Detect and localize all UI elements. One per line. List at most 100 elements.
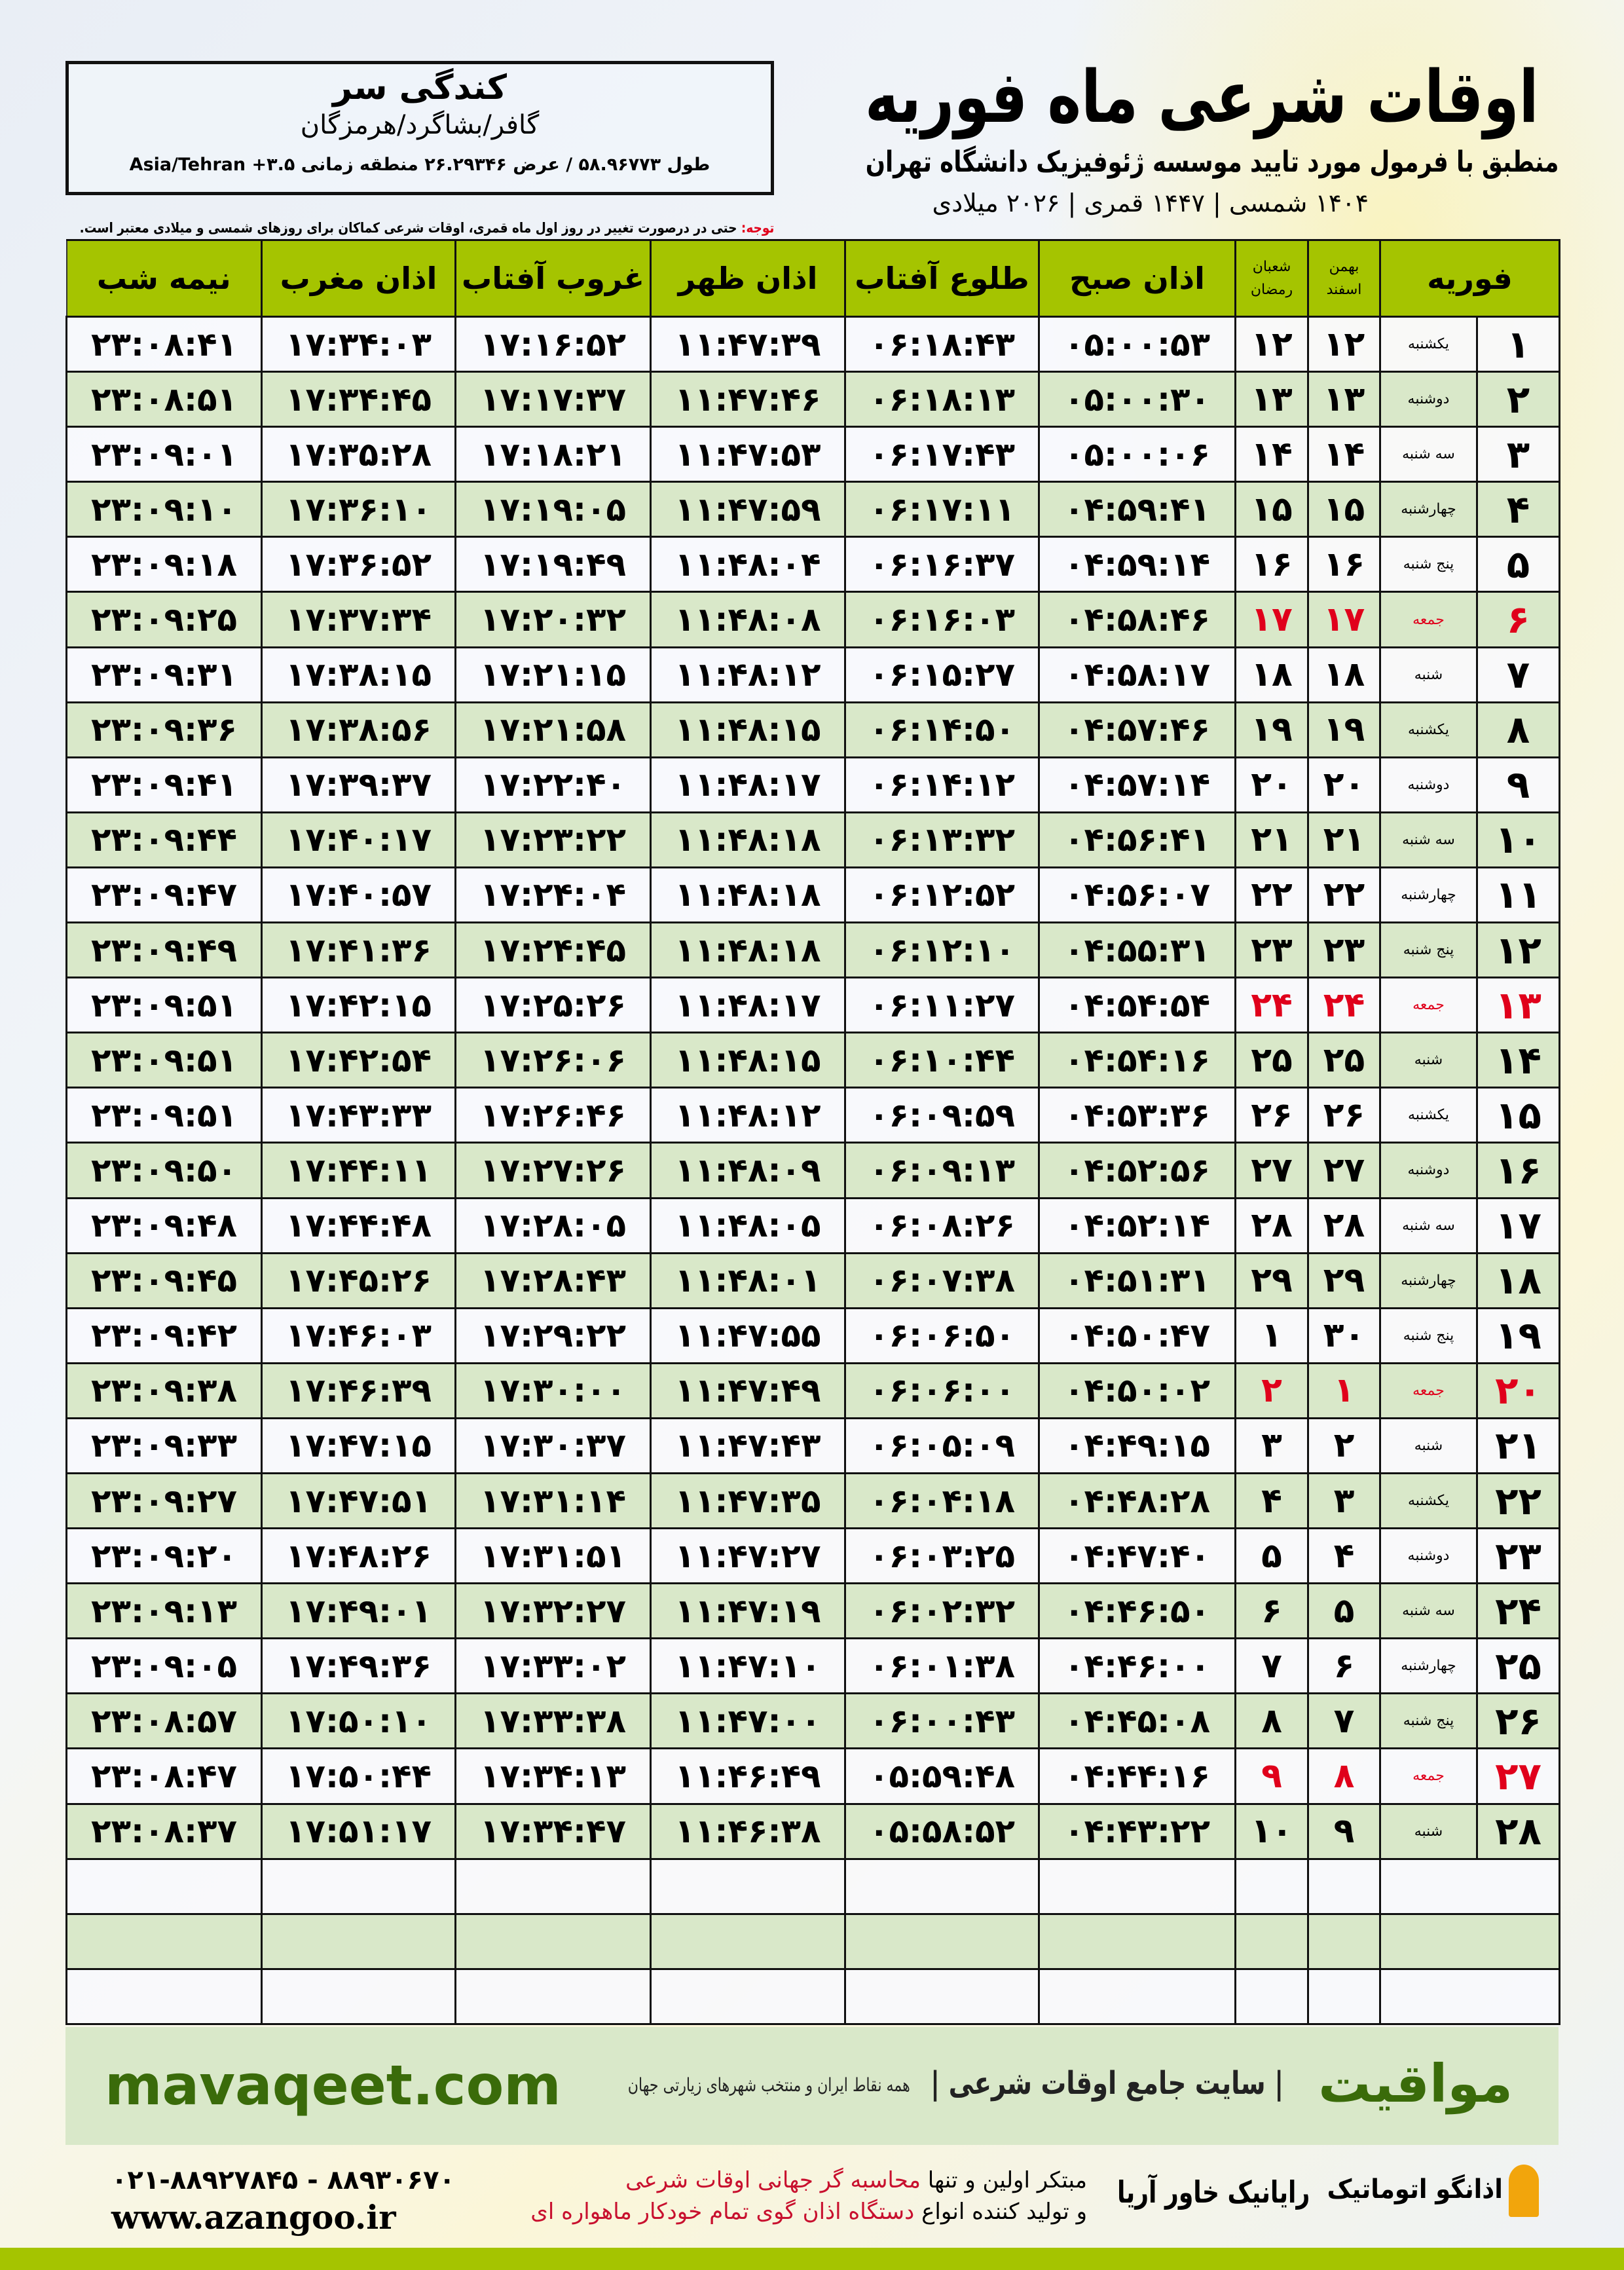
midnight-time: ۲۳:۰۹:۲۷ xyxy=(65,1472,263,1530)
table-row: ۱۶ دوشنبه ۲۷ ۲۷ ۰۴:۵۲:۵۶ ۰۶:۰۹:۱۳ ۱۱:۴۸:۰۹ ۱۷:۲… xyxy=(65,1142,1560,1199)
day-number: ۲۵ xyxy=(1476,1637,1560,1695)
dhuhr-time: ۱۱:۴۷:۰۰ xyxy=(650,1692,846,1750)
fajr-time: ۰۴:۵۵:۳۱ xyxy=(1038,921,1236,979)
sunrise-time: ۰۶:۰۱:۳۸ xyxy=(844,1637,1040,1695)
desc-line2: و تولید کننده انواع xyxy=(914,2199,1087,2225)
midnight-time: ۲۳:۰۸:۵۷ xyxy=(65,1692,263,1750)
dhuhr-time: ۱۱:۴۸:۰۹ xyxy=(650,1142,846,1199)
midnight-time: ۲۳:۰۹:۱۳ xyxy=(65,1582,263,1640)
empty-cell xyxy=(261,1967,456,2025)
sunset-time: ۱۷:۳۱:۱۴ xyxy=(454,1472,652,1530)
weekday: جمعه xyxy=(1379,977,1478,1034)
footer-banner: مواقیت | سایت جامع اوقات شرعی | همه نقاط… xyxy=(65,2027,1559,2145)
midnight-time: ۲۳:۰۸:۳۷ xyxy=(65,1802,263,1860)
fajr-time: ۰۴:۵۸:۴۶ xyxy=(1038,591,1236,648)
shamsi-day: ۲۱ xyxy=(1307,811,1381,868)
day-number: ۲۳ xyxy=(1476,1527,1560,1585)
lunar-day: ۲۹ xyxy=(1234,1252,1309,1309)
shamsi-day: ۲۲ xyxy=(1307,866,1381,924)
shamsi-day: ۸ xyxy=(1307,1747,1381,1805)
table-row: ۳ سه شنبه ۱۴ ۱۴ ۰۵:۰۰:۰۶ ۰۶:۱۷:۴۳ ۱۱:۴۷:۵۳ ۱۷:۱… xyxy=(65,426,1560,483)
coords-line: طول ۵۸.۹۶۷۷۳ / عرض ۲۶.۲۹۳۴۶ منطقه زمانی … xyxy=(73,155,767,178)
empty-cell xyxy=(650,1857,846,1915)
day-number: ۴ xyxy=(1476,481,1560,538)
midnight-time: ۲۳:۰۹:۲۰ xyxy=(65,1527,263,1585)
day-number: ۱۲ xyxy=(1476,921,1560,979)
sunrise-time: ۰۶:۰۴:۱۸ xyxy=(844,1472,1040,1530)
sunrise-time: ۰۶:۰۳:۲۵ xyxy=(844,1527,1040,1585)
day-number: ۲۷ xyxy=(1476,1747,1560,1805)
day-number: ۶ xyxy=(1476,591,1560,648)
shamsi-day: ۳ xyxy=(1307,1472,1381,1530)
midnight-time: ۲۳:۰۹:۳۳ xyxy=(65,1417,263,1474)
lunar-day: ۱۲ xyxy=(1234,315,1309,373)
maghrib-time: ۱۷:۴۴:۱۱ xyxy=(261,1142,456,1199)
fajr-time: ۰۴:۴۳:۲۲ xyxy=(1038,1802,1236,1860)
midnight-time: ۲۳:۰۹:۳۱ xyxy=(65,646,263,703)
fajr-time: ۰۴:۵۲:۱۴ xyxy=(1038,1197,1236,1254)
day-number: ۸ xyxy=(1476,701,1560,758)
fajr-time: ۰۴:۴۵:۰۸ xyxy=(1038,1692,1236,1750)
rayanik-logo: رایانیک خاور آریا xyxy=(1116,2174,1310,2210)
shamsi-day: ۱۹ xyxy=(1307,701,1381,758)
table-row: ۲۵ چهارشنبه ۶ ۷ ۰۴:۴۶:۰۰ ۰۶:۰۱:۳۸ ۱۱:۴۷:۱۰ ۱۷:۳… xyxy=(65,1637,1560,1695)
fajr-time: ۰۴:۵۰:۴۷ xyxy=(1038,1307,1236,1364)
sunrise-time: ۰۵:۵۸:۵۲ xyxy=(844,1802,1040,1860)
lunar-day: ۴ xyxy=(1234,1472,1309,1530)
midnight-time: ۲۳:۰۸:۴۱ xyxy=(65,315,263,373)
shamsi-day: ۲۵ xyxy=(1307,1032,1381,1089)
day-number: ۱۵ xyxy=(1476,1087,1560,1144)
dhuhr-time: ۱۱:۴۸:۱۸ xyxy=(650,866,846,924)
table-row: ۱ یکشنبه ۱۲ ۱۲ ۰۵:۰۰:۵۳ ۰۶:۱۸:۴۳ ۱۱:۴۷:۳۹ ۱۷:۱۶… xyxy=(65,315,1560,373)
lunar-day: ۸ xyxy=(1234,1692,1309,1750)
dhuhr-time: ۱۱:۴۷:۴۶ xyxy=(650,371,846,428)
lunar-day: ۲۰ xyxy=(1234,756,1309,813)
sunset-time: ۱۷:۱۹:۴۹ xyxy=(454,536,652,593)
shamsi-day: ۶ xyxy=(1307,1637,1381,1695)
lunar-day: ۱۳ xyxy=(1234,371,1309,428)
header-shaban: شعبان xyxy=(1252,258,1291,275)
midnight-time: ۲۳:۰۹:۴۲ xyxy=(65,1307,263,1364)
weekday: یکشنبه xyxy=(1379,315,1478,373)
empty-cell xyxy=(261,1857,456,1915)
footer-slogan-box: | سایت جامع اوقات شرعی | xyxy=(923,2065,1283,2102)
maghrib-time: ۱۷:۵۰:۱۰ xyxy=(261,1692,456,1750)
midnight-time: ۲۳:۰۹:۵۱ xyxy=(65,977,263,1034)
mavaqeet-link[interactable]: mavaqeet.com xyxy=(105,2053,561,2117)
empty-cell xyxy=(1234,1857,1309,1915)
lunar-day: ۲۳ xyxy=(1234,921,1309,979)
maghrib-time: ۱۷:۵۱:۱۷ xyxy=(261,1802,456,1860)
empty-cell xyxy=(1379,1967,1560,2025)
mosque-dome-icon xyxy=(1508,2165,1539,2217)
azangoo-link[interactable]: www.azangoo.ir xyxy=(111,2198,396,2237)
table-row: ۱۲ پنج شنبه ۲۳ ۲۳ ۰۴:۵۵:۳۱ ۰۶:۱۲:۱۰ ۱۱:۴۸:۱۸ ۱۷… xyxy=(65,921,1560,979)
weekday: سه شنبه xyxy=(1379,811,1478,868)
fajr-time: ۰۴:۵۹:۱۴ xyxy=(1038,536,1236,593)
table-row: ۲۲ یکشنبه ۳ ۴ ۰۴:۴۸:۲۸ ۰۶:۰۴:۱۸ ۱۱:۴۷:۳۵ ۱۷:۳۱:… xyxy=(65,1472,1560,1530)
prayer-times-table: فوریه بهمن اسفند شعبان رمضان اذان صبح طلوع… xyxy=(65,239,1560,2025)
header-esfand: اسفند xyxy=(1326,282,1362,298)
maghrib-time: ۱۷:۴۶:۰۳ xyxy=(261,1307,456,1364)
sunset-time: ۱۷:۲۴:۰۴ xyxy=(454,866,652,924)
dhuhr-time: ۱۱:۴۷:۱۰ xyxy=(650,1637,846,1695)
midnight-time: ۲۳:۰۹:۵۱ xyxy=(65,1087,263,1144)
shamsi-day: ۱۶ xyxy=(1307,536,1381,593)
empty-cell xyxy=(1307,1912,1381,1970)
sunrise-time: ۰۶:۱۸:۴۳ xyxy=(844,315,1040,373)
sunrise-time: ۰۶:۱۳:۳۲ xyxy=(844,811,1040,868)
lunar-day: ۶ xyxy=(1234,1582,1309,1640)
desc-line1-highlight: محاسبه گر جهانی اوقات شرعی xyxy=(625,2167,921,2193)
maghrib-time: ۱۷:۴۷:۱۵ xyxy=(261,1417,456,1474)
dhuhr-time: ۱۱:۴۸:۰۵ xyxy=(650,1197,846,1254)
dhuhr-time: ۱۱:۴۷:۵۳ xyxy=(650,426,846,483)
footer-subslogan: همه نقاط ایران و منتخب شهرهای زیارتی جها… xyxy=(627,2074,910,2096)
sponsor-strip: ۰۲۱-۸۸۹۲۷۸۴۵ - ۸۸۹۳۰۶۷۰ www.azangoo.ir م… xyxy=(65,2161,1559,2240)
desc-row-2-content: و تولید کننده انواع دستگاه اذان گوی تمام… xyxy=(530,2197,1087,2228)
header-midnight: نیمه شب xyxy=(65,239,263,318)
table-row: ۱۰ سه شنبه ۲۱ ۲۱ ۰۴:۵۶:۴۱ ۰۶:۱۳:۳۲ ۱۱:۴۸:۱۸ ۱۷:… xyxy=(65,811,1560,868)
midnight-time: ۲۳:۰۹:۰۵ xyxy=(65,1637,263,1695)
maghrib-time: ۱۷:۴۲:۱۵ xyxy=(261,977,456,1034)
sunset-time: ۱۷:۲۵:۲۶ xyxy=(454,977,652,1034)
fajr-time: ۰۴:۴۴:۱۶ xyxy=(1038,1747,1236,1805)
weekday: چهارشنبه xyxy=(1379,1637,1478,1695)
